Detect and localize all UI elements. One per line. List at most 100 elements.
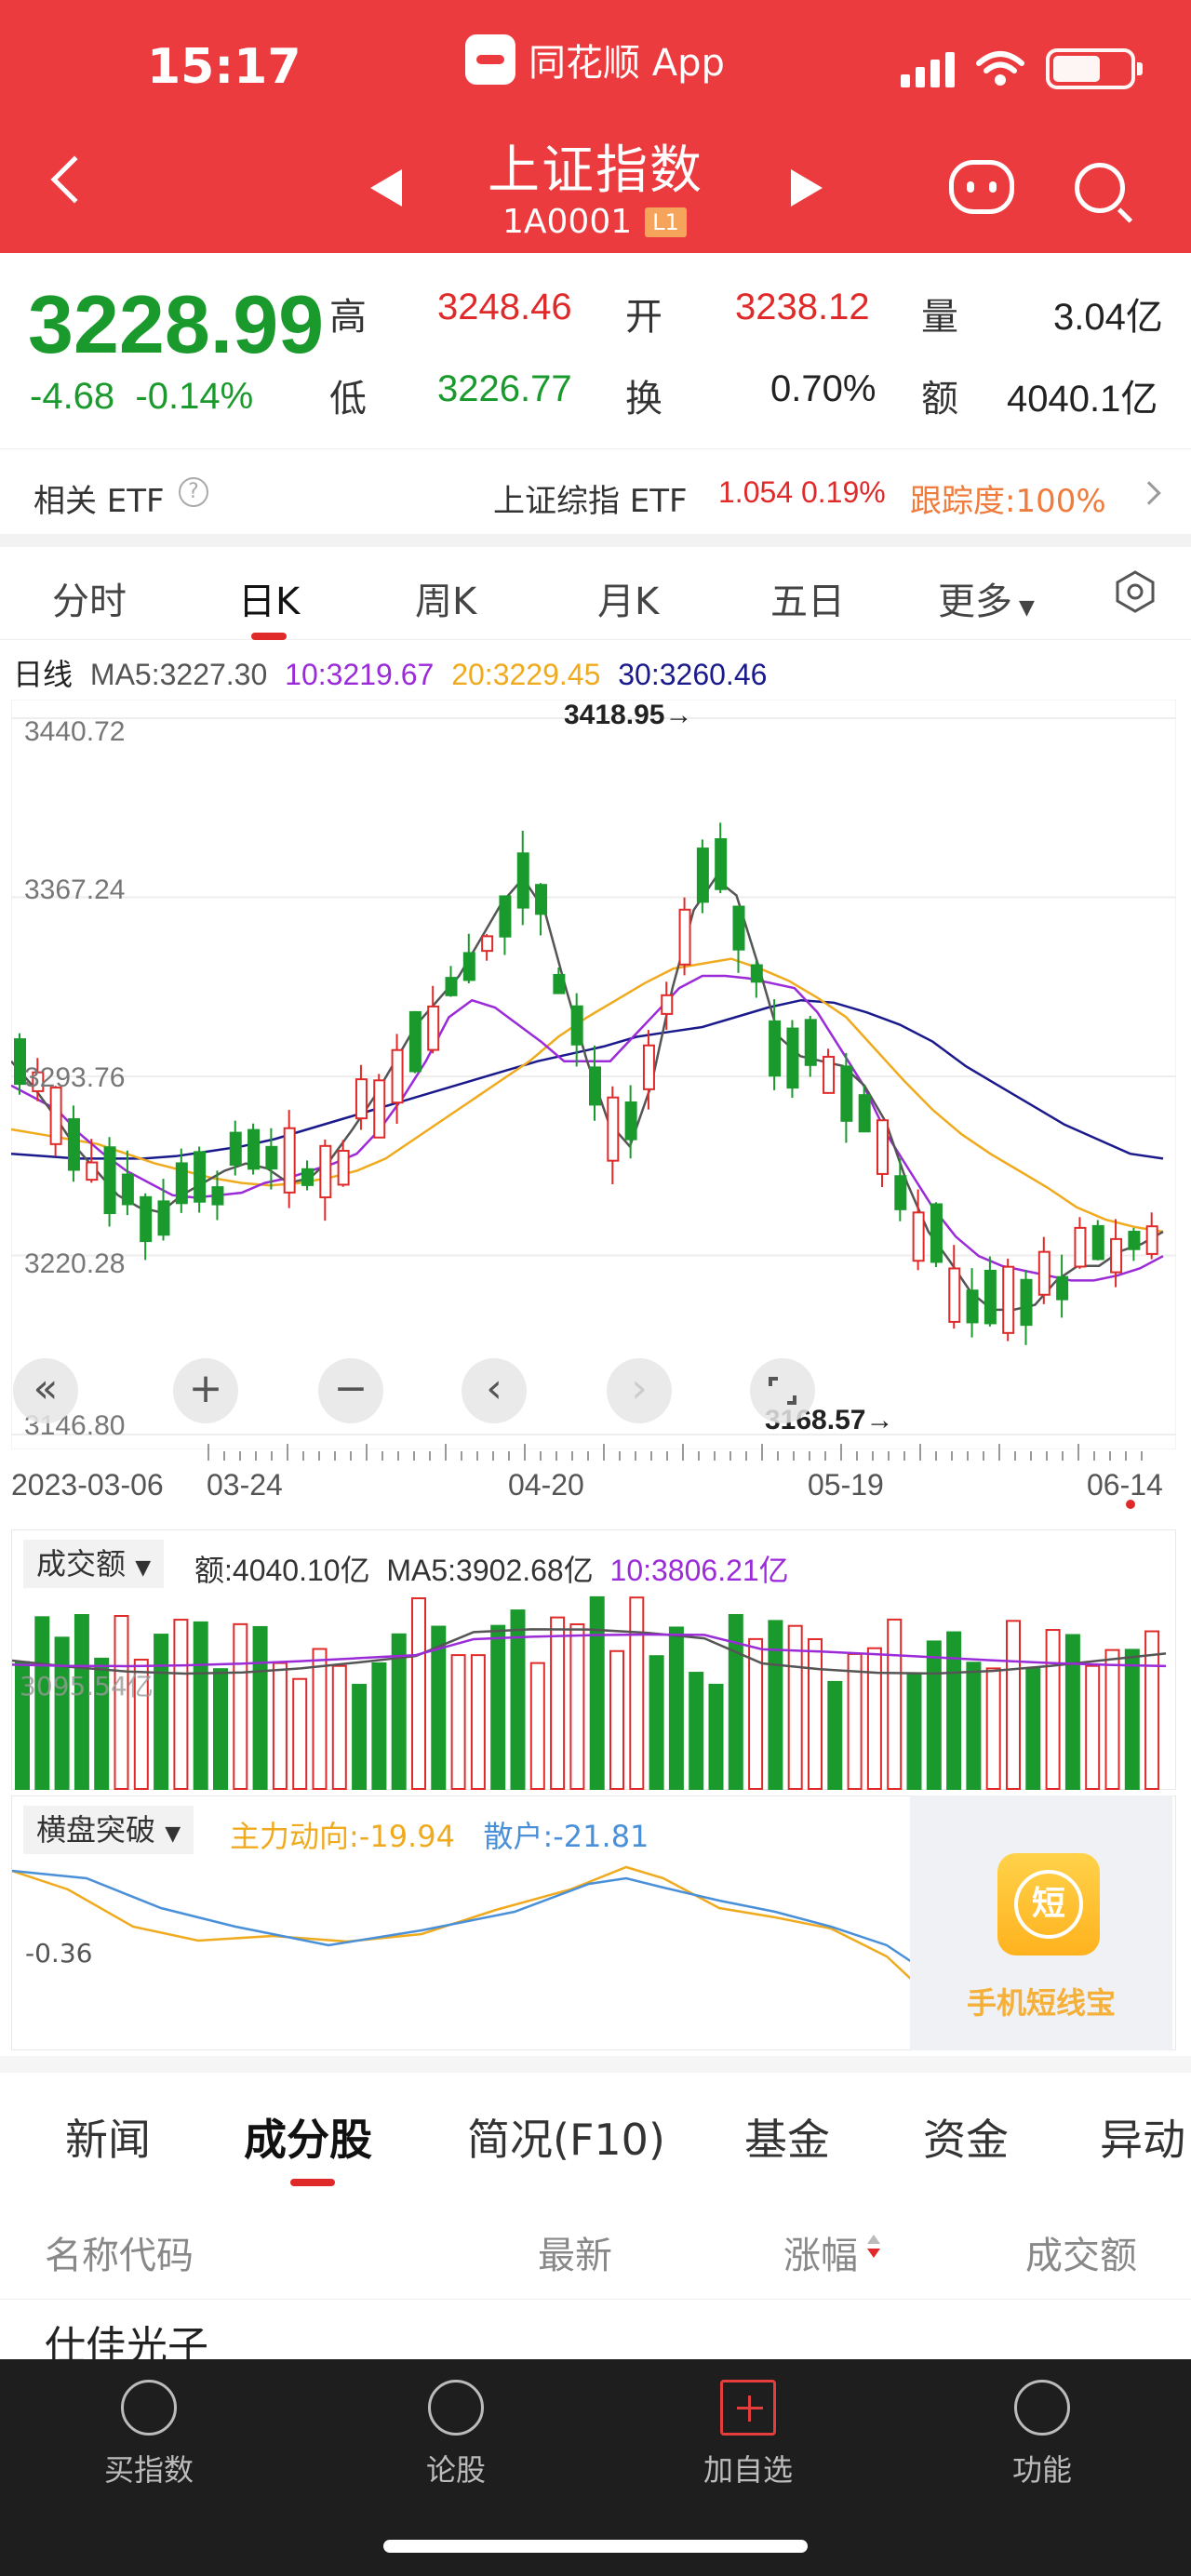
volume-selector[interactable]: 成交额 ▼ — [23, 1540, 165, 1588]
volume-bar — [1025, 1667, 1041, 1790]
candle — [678, 908, 691, 966]
volume-bar — [589, 1595, 605, 1790]
high-value: 3248.46 — [437, 287, 572, 327]
candle — [696, 848, 709, 903]
tab-capital[interactable]: 资金 — [923, 2115, 1009, 2165]
wifi-icon — [976, 51, 1024, 86]
ma30-value: 30:3260.46 — [618, 658, 768, 691]
volume-bar — [768, 1620, 783, 1790]
app-return-pill[interactable]: 同花顺 App — [465, 33, 725, 86]
amount-label: 额 — [921, 378, 958, 420]
next-stock-icon[interactable] — [791, 169, 823, 207]
etf-name: 上证综指 ETF — [493, 483, 688, 520]
candle — [427, 1005, 440, 1051]
short-line-ad[interactable]: 短 手机短线宝 — [910, 1795, 1172, 2050]
sort-desc-icon[interactable] — [865, 2233, 882, 2261]
current-price: 3228.99 — [28, 278, 325, 370]
candle — [121, 1173, 134, 1206]
chart-settings-icon[interactable] — [1113, 569, 1158, 614]
candle — [1074, 1226, 1087, 1268]
tab-profile[interactable]: 简况(F10) — [467, 2115, 665, 2165]
prev-stock-icon[interactable] — [370, 169, 402, 207]
volume-bar — [470, 1654, 486, 1791]
candlestick-chart[interactable] — [11, 700, 1176, 1449]
x-tick-label: 04-20 — [508, 1468, 584, 1502]
turnover-value: 0.70% — [770, 368, 877, 409]
candle — [877, 1119, 889, 1175]
help-icon[interactable]: ? — [179, 477, 208, 507]
volume-panel[interactable]: 成交额 ▼ 额:4040.10亿 MA5:3902.68亿 10:3806.21… — [11, 1529, 1176, 1791]
latest-dot — [1126, 1500, 1135, 1509]
candle — [894, 1175, 907, 1210]
col-amount[interactable]: 成交额 — [1025, 2235, 1137, 2277]
tab-discuss[interactable]: 论股 — [381, 2380, 530, 2489]
volume-bar — [985, 1667, 1001, 1790]
col-name[interactable]: 名称代码 — [45, 2235, 194, 2277]
search-icon[interactable] — [1075, 163, 1125, 213]
tab-daily-k[interactable]: 日K — [238, 581, 301, 623]
candle — [301, 1168, 314, 1186]
volume-bar — [450, 1654, 466, 1790]
candle — [984, 1269, 997, 1325]
volume-bar — [1045, 1629, 1061, 1791]
candle — [32, 1071, 45, 1092]
x-tick-label: 06-14 — [1087, 1468, 1163, 1502]
tab-intraday[interactable]: 分时 — [52, 581, 127, 623]
candle — [408, 1010, 422, 1073]
add-icon — [720, 2380, 776, 2436]
y-tick-label: 3220.28 — [24, 1248, 126, 1279]
etf-label: 相关 ETF — [33, 483, 165, 520]
candle — [1037, 1250, 1050, 1296]
tab-weekly-k[interactable]: 周K — [415, 581, 477, 623]
scroll-right-button[interactable]: › — [607, 1358, 672, 1423]
tab-constituents[interactable]: 成分股 — [244, 2115, 372, 2165]
tab-buy-index[interactable]: 买指数 — [74, 2380, 223, 2489]
volume-bar — [133, 1659, 149, 1790]
active-tab-indicator — [290, 2179, 335, 2186]
volume-ma-line — [12, 1633, 1167, 1668]
volume-bar — [609, 1649, 624, 1790]
high-label: 高 — [329, 296, 367, 339]
header-bar: 15:17 同花顺 App 上证指数 1A0001 L1 — [0, 0, 1191, 253]
collapse-button[interactable]: « — [13, 1358, 78, 1423]
low-label: 低 — [329, 378, 367, 420]
zoom-in-button[interactable]: + — [173, 1358, 238, 1423]
candle — [661, 994, 674, 1015]
etf-tracking: 跟踪度:100% — [910, 483, 1106, 520]
tab-more[interactable]: 更多 ▼ — [938, 581, 1035, 623]
volume-bar — [748, 1637, 764, 1791]
tab-add-watchlist[interactable]: 加自选 — [674, 2380, 823, 2489]
candle — [642, 1044, 655, 1090]
turnover-label: 换 — [625, 378, 662, 420]
volume-bar — [74, 1614, 89, 1790]
code-text: 1A0001 — [502, 203, 633, 241]
fullscreen-button[interactable] — [750, 1358, 815, 1423]
col-change[interactable]: 涨幅 — [783, 2235, 858, 2277]
stock-code: 1A0001 L1 — [502, 203, 687, 241]
battery-icon — [1046, 48, 1143, 89]
tab-monthly-k[interactable]: 月K — [597, 581, 660, 623]
volume-bar — [966, 1662, 982, 1790]
candle — [49, 1087, 62, 1145]
tab-five-day[interactable]: 五日 — [770, 581, 845, 623]
related-etf-row[interactable]: 相关 ETF ? 上证综指 ETF 1.054 0.19% 跟踪度:100% — [0, 448, 1191, 534]
fullscreen-icon — [769, 1377, 796, 1405]
indicator-panel[interactable]: 横盘突破 ▼ 主力动向:-19.94 散户:-21.81 -0.36 — [11, 1795, 1176, 2050]
tab-funds[interactable]: 基金 — [744, 2115, 830, 2165]
quote-panel: 3228.99 -4.68 -0.14% 高 3248.46 低 3226.77… — [0, 253, 1191, 448]
candle — [732, 905, 745, 951]
active-tab-indicator — [251, 633, 287, 640]
volume-bar — [529, 1662, 545, 1790]
scroll-left-button[interactable]: ‹ — [462, 1358, 527, 1423]
robot-assistant-icon[interactable] — [949, 160, 1014, 214]
zoom-out-button[interactable]: − — [318, 1358, 383, 1423]
volume-axis-label: 3095.54亿 — [20, 1671, 154, 1702]
tab-news[interactable]: 新闻 — [65, 2115, 151, 2165]
tab-functions[interactable]: 功能 — [968, 2380, 1117, 2489]
indicator-selector[interactable]: 横盘突破 ▼ — [23, 1806, 194, 1854]
volume-bar — [510, 1609, 526, 1790]
tab-anomaly[interactable]: 异动 — [1100, 2115, 1185, 2165]
volume-bar — [1085, 1664, 1101, 1791]
volume-bar — [946, 1631, 962, 1790]
col-latest[interactable]: 最新 — [538, 2235, 612, 2277]
